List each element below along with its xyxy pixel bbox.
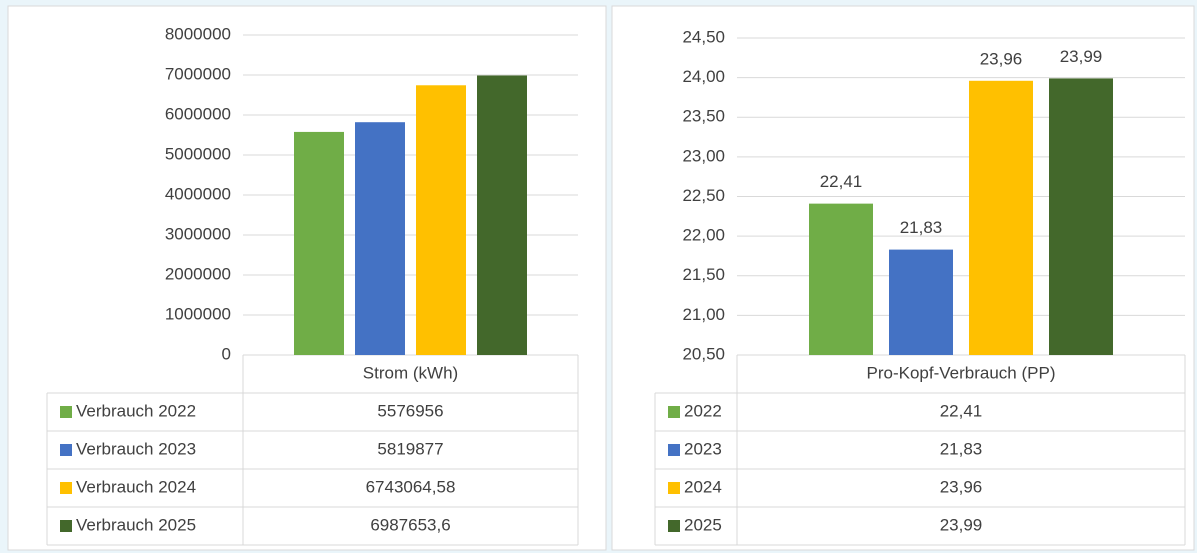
- y-tick-label: 24,50: [682, 27, 725, 46]
- legend-swatch: [668, 482, 680, 494]
- y-tick-label: 20,50: [682, 344, 725, 363]
- y-tick-label: 2000000: [165, 264, 231, 283]
- y-tick-label: 8000000: [165, 24, 231, 43]
- bar: [809, 203, 873, 355]
- table-value: 22,41: [940, 401, 983, 420]
- legend-label: 2024: [684, 477, 722, 496]
- legend-swatch: [60, 520, 72, 532]
- data-label: 23,96: [980, 49, 1023, 68]
- bar: [416, 85, 466, 356]
- legend-swatch: [668, 520, 680, 532]
- legend-swatch: [668, 444, 680, 456]
- y-tick-label: 22,00: [682, 226, 725, 245]
- y-tick-label: 22,50: [682, 186, 725, 205]
- y-tick-label: 4000000: [165, 184, 231, 203]
- legend-label: 2023: [684, 439, 722, 458]
- y-tick-label: 7000000: [165, 64, 231, 83]
- category-label: Strom (kWh): [363, 363, 458, 382]
- y-tick-label: 21,50: [682, 265, 725, 284]
- y-tick-label: 23,50: [682, 107, 725, 126]
- table-value: 23,96: [940, 477, 983, 496]
- bar: [1049, 78, 1113, 355]
- table-value: 6743064,58: [366, 477, 456, 496]
- y-tick-label: 21,00: [682, 305, 725, 324]
- bar: [889, 249, 953, 355]
- table-value: 23,99: [940, 515, 983, 534]
- legend-label: Verbrauch 2024: [76, 477, 196, 496]
- table-value: 6987653,6: [370, 515, 450, 534]
- legend-label: 2025: [684, 515, 722, 534]
- data-label: 22,41: [820, 172, 863, 191]
- legend-label: Verbrauch 2025: [76, 515, 196, 534]
- table-value: 5819877: [377, 439, 443, 458]
- legend-swatch: [60, 444, 72, 456]
- legend-swatch: [60, 406, 72, 418]
- y-tick-label: 24,00: [682, 67, 725, 86]
- bar: [969, 80, 1033, 356]
- y-tick-label: 1000000: [165, 304, 231, 323]
- data-label: 23,99: [1060, 47, 1103, 66]
- category-label: Pro-Kopf-Verbrauch (PP): [867, 363, 1056, 382]
- y-tick-label: 3000000: [165, 224, 231, 243]
- legend-label: Verbrauch 2022: [76, 401, 196, 420]
- data-label: 21,83: [900, 218, 943, 237]
- y-tick-label: 23,00: [682, 146, 725, 165]
- bar: [355, 122, 405, 355]
- bar: [294, 131, 344, 355]
- y-tick-label: 6000000: [165, 104, 231, 123]
- bar: [477, 75, 527, 355]
- legend-swatch: [60, 482, 72, 494]
- table-value: 21,83: [940, 439, 983, 458]
- y-tick-label: 5000000: [165, 144, 231, 163]
- table-value: 5576956: [377, 401, 443, 420]
- legend-swatch: [668, 406, 680, 418]
- legend-label: 2022: [684, 401, 722, 420]
- legend-label: Verbrauch 2023: [76, 439, 196, 458]
- y-tick-label: 0: [222, 344, 231, 363]
